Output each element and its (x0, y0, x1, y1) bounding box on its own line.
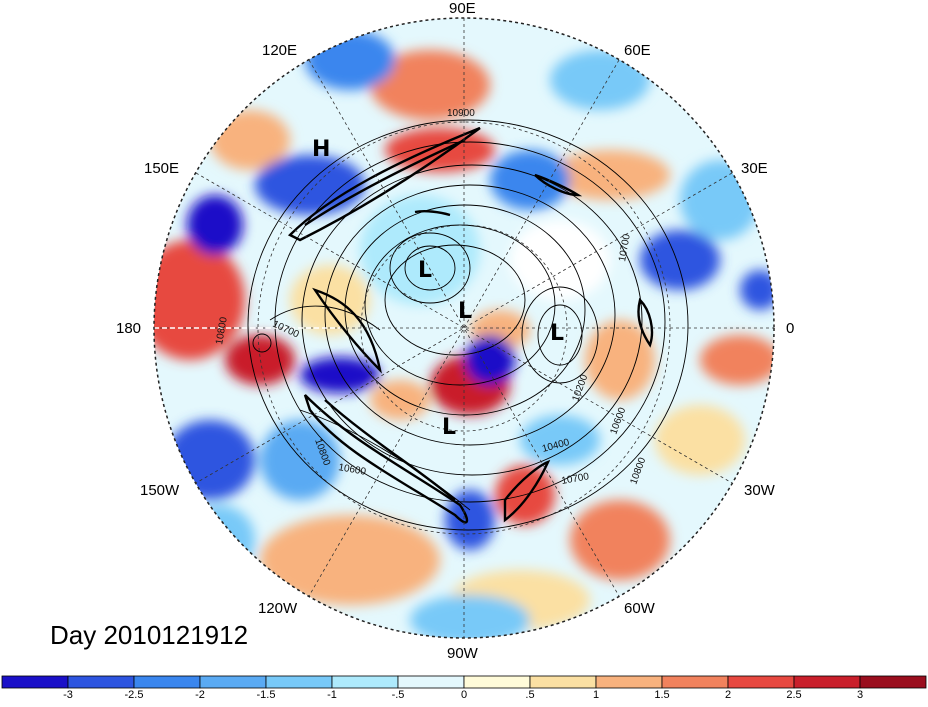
colorbar-swatch (67, 675, 135, 689)
lon-label-0: 0 (786, 320, 795, 337)
colorbar-tick-label: -.5 (391, 689, 405, 701)
colorbar (1, 675, 927, 689)
colorbar-swatch (661, 675, 729, 689)
colorbar-tick-label: -1.5 (256, 689, 276, 701)
day-label: Day 2010121912 (50, 620, 249, 650)
colorbar-swatch (397, 675, 465, 689)
colorbar-tick-label: .5 (525, 689, 535, 701)
lon-label-150e: 150E (144, 160, 180, 177)
map-boundary (153, 17, 775, 639)
low-center-label: L (458, 299, 472, 324)
lon-label-90e: 90E (449, 0, 476, 17)
low-center-label: L (442, 415, 456, 440)
lon-label-60w: 60W (624, 600, 655, 617)
lon-label-30e: 30E (741, 160, 768, 177)
contour-label: 10900 (447, 108, 475, 119)
colorbar-tick-label: 1.5 (654, 689, 670, 701)
colorbar-swatch (793, 675, 861, 689)
low-center-label: L (550, 321, 564, 346)
contour-label: 10700 (617, 233, 633, 263)
colorbar-tick-label: 2 (724, 689, 732, 701)
graticule (154, 18, 774, 638)
colorbar-tick-label: 0 (460, 689, 468, 701)
colorbar-tick-label: -1 (327, 689, 337, 701)
anomaly-field (154, 18, 774, 638)
colorbar-tick-label: -2 (195, 689, 205, 701)
high-center-label: H (312, 137, 330, 162)
colorbar-swatch (133, 675, 201, 689)
low-center-label: L (418, 258, 432, 283)
lon-label-180: 180 (116, 320, 142, 337)
colorbar-tick-label: 3 (856, 689, 864, 701)
lon-label-90w: 90W (447, 645, 478, 662)
colorbar-swatch (1, 675, 69, 689)
colorbar-swatch (529, 675, 597, 689)
jet-contours (287, 126, 654, 524)
contour-label: 10700 (561, 471, 591, 487)
contour-label: 10800 (214, 316, 230, 346)
colorbar-tick-label: -3 (63, 689, 73, 701)
colorbar-tick-label: 2.5 (786, 689, 802, 701)
lon-label-30w: 30W (744, 482, 775, 499)
colorbar-swatch (595, 675, 663, 689)
contour-label: 10600 (337, 462, 367, 478)
colorbar-swatch (859, 675, 927, 689)
lon-label-120w: 120W (258, 600, 298, 617)
colorbar-tick-label: 1 (592, 689, 600, 701)
colorbar-tick-label: -2.5 (124, 689, 144, 701)
lon-label-60e: 60E (624, 42, 651, 59)
colorbar-swatch (463, 675, 531, 689)
lon-label-120e: 120E (262, 42, 298, 59)
lon-label-150w: 150W (140, 482, 180, 499)
colorbar-swatch (727, 675, 795, 689)
colorbar-swatch (331, 675, 399, 689)
colorbar-swatch (265, 675, 333, 689)
colorbar-swatch (199, 675, 267, 689)
